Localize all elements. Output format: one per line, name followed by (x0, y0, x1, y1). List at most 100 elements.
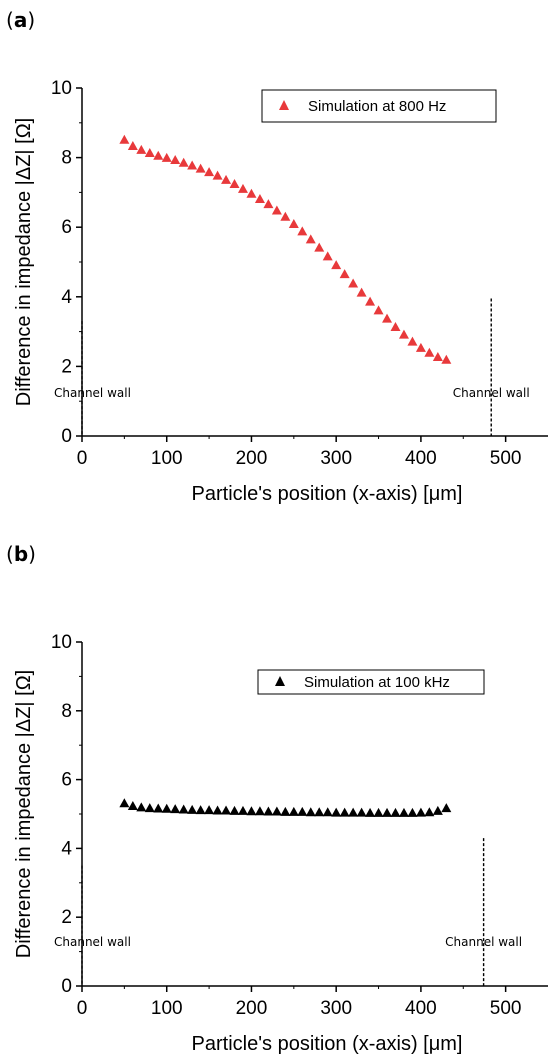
x-tick-label: 400 (405, 448, 437, 469)
data-point (390, 807, 401, 817)
data-point (254, 193, 265, 203)
y-tick-label: 8 (61, 148, 72, 169)
x-tick-label: 300 (320, 998, 352, 1019)
channel-wall-label: Channel wall (453, 386, 530, 400)
data-point (288, 806, 299, 816)
data-point (288, 219, 299, 229)
legend-box (261, 89, 497, 123)
data-point (424, 347, 435, 357)
x-tick-label: 500 (490, 998, 522, 1019)
data-point (195, 805, 206, 815)
data-point (178, 804, 189, 814)
data-point (127, 141, 138, 151)
legend-label: Simulation at 800 Hz (308, 98, 446, 115)
data-point (365, 296, 376, 306)
data-point (441, 803, 452, 813)
y-axis-title: Difference in impedance |ΔZ| [Ω] (13, 670, 35, 958)
data-point (407, 336, 418, 346)
data-point (348, 278, 359, 288)
y-tick-label: 0 (61, 976, 72, 997)
data-point (144, 148, 155, 158)
y-tick-label: 2 (61, 907, 72, 928)
data-point (136, 144, 147, 154)
legend-box (257, 669, 485, 695)
data-point (221, 805, 232, 815)
data-point (246, 806, 257, 816)
y-tick-label: 0 (61, 426, 72, 447)
data-point (415, 342, 426, 352)
data-point (153, 803, 164, 813)
x-tick-label: 100 (151, 998, 183, 1019)
x-tick-label: 100 (151, 448, 183, 469)
data-point (144, 803, 155, 813)
data-point (246, 188, 257, 198)
data-point (263, 806, 274, 816)
data-point (314, 242, 325, 252)
channel-wall-label: Channel wall (54, 386, 131, 400)
x-tick-label: 500 (490, 448, 522, 469)
x-tick-label: 200 (236, 998, 268, 1019)
data-point (382, 807, 393, 817)
x-tick-label: 300 (320, 448, 352, 469)
y-tick-label: 6 (61, 770, 72, 791)
data-point (407, 807, 418, 817)
x-tick-label: 0 (77, 998, 88, 1019)
data-point (415, 807, 426, 817)
x-tick-label: 200 (236, 448, 268, 469)
data-point (153, 150, 164, 160)
data-point (373, 305, 384, 315)
data-point (398, 329, 409, 339)
data-point (331, 807, 342, 817)
panel-label-a: (a) (6, 8, 36, 32)
data-point (119, 134, 130, 144)
data-point (127, 801, 138, 811)
data-point (170, 804, 181, 814)
x-tick-label: 400 (405, 998, 437, 1019)
legend-marker (275, 676, 285, 686)
data-point (221, 174, 232, 184)
data-point (390, 322, 401, 332)
data-point (263, 199, 274, 209)
data-point (187, 804, 198, 814)
data-point (339, 807, 350, 817)
channel-wall-label: Channel wall (54, 935, 131, 949)
data-point (365, 807, 376, 817)
data-point (237, 183, 248, 193)
panel-label-b: (b) (6, 542, 36, 566)
y-tick-label: 8 (61, 701, 72, 722)
y-tick-label: 2 (61, 356, 72, 377)
data-point (356, 287, 367, 297)
x-tick-label: 0 (77, 448, 88, 469)
data-point (322, 251, 333, 261)
data-point (204, 805, 215, 815)
data-point (271, 205, 282, 215)
data-point (280, 211, 291, 221)
data-point (322, 807, 333, 817)
y-axis-title: Difference in impedance |ΔZ| [Ω] (13, 118, 35, 406)
data-point (195, 163, 206, 173)
data-point (271, 806, 282, 816)
channel-wall-label: Channel wall (445, 935, 522, 949)
x-axis-title: Particle's position (x-axis) [μm] (192, 1033, 463, 1055)
data-point (178, 157, 189, 167)
y-tick-label: 6 (61, 217, 72, 238)
legend-label: Simulation at 100 kHz (304, 674, 450, 691)
data-point (348, 807, 359, 817)
data-point (305, 234, 316, 244)
data-point (382, 313, 393, 323)
data-point (331, 260, 342, 270)
y-tick-label: 4 (61, 838, 72, 859)
data-point (212, 805, 223, 815)
data-point (204, 167, 215, 177)
data-point (297, 806, 308, 816)
data-point (161, 803, 172, 813)
data-point (187, 160, 198, 170)
data-point (237, 805, 248, 815)
data-point (297, 226, 308, 236)
data-point (170, 154, 181, 164)
data-point (119, 798, 130, 808)
data-point (314, 807, 325, 817)
data-point (432, 805, 443, 815)
data-point (161, 152, 172, 162)
